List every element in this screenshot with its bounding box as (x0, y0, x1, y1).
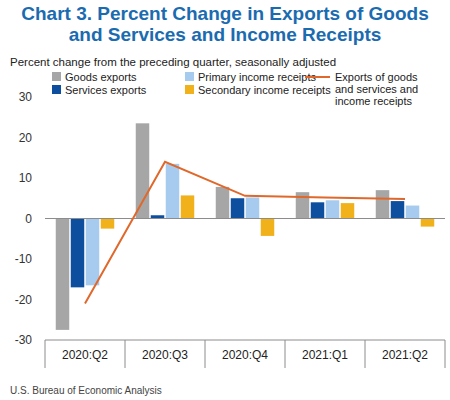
bar (101, 219, 115, 229)
category-separator (125, 340, 126, 368)
x-tick-label: 2020:Q3 (142, 348, 188, 362)
x-tick-label: 2020:Q4 (222, 348, 268, 362)
bar (341, 203, 355, 218)
y-tick-label: 20 (19, 131, 33, 145)
y-tick-label: 10 (19, 171, 33, 185)
x-axis (45, 340, 445, 341)
bar (231, 198, 245, 218)
plot-marks (56, 123, 435, 330)
legend-swatch (52, 85, 61, 94)
y-tick-label: -10 (15, 252, 33, 266)
bar (326, 200, 340, 218)
x-tick-label: 2021:Q2 (382, 348, 428, 362)
y-tick-label: -30 (15, 333, 33, 347)
bar (376, 190, 390, 218)
category-separator (365, 340, 366, 368)
chart: Chart 3. Percent Change in Exports of Go… (0, 0, 450, 400)
category-separator (285, 340, 286, 368)
legend-swatch (52, 72, 61, 81)
legend-label: Secondary income receipts (198, 84, 331, 96)
category-separator (445, 340, 446, 368)
bar (311, 202, 325, 218)
bar (261, 219, 275, 236)
x-tick-label: 2021:Q1 (302, 348, 348, 362)
subtitle: Percent change from the preceding quarte… (10, 56, 336, 68)
bar (71, 219, 85, 288)
zero-line (45, 218, 445, 219)
bar (181, 195, 195, 218)
plot-lines (85, 162, 405, 304)
bar (56, 219, 70, 330)
legend-label: Exports of goodsand services andincome r… (335, 71, 418, 107)
legend-label: Services exports (65, 84, 147, 96)
y-tick-label: 0 (25, 212, 32, 226)
legend-swatch (185, 72, 194, 81)
bar (391, 201, 405, 218)
bar (166, 164, 180, 219)
line (85, 162, 405, 304)
bar (406, 206, 420, 219)
title: Chart 3. Percent Change in Exports of Go… (21, 3, 429, 45)
x-tick-label: 2020:Q2 (62, 348, 108, 362)
category-separator (205, 340, 206, 368)
y-tick-label: -20 (15, 293, 33, 307)
bar (246, 197, 260, 218)
bar (136, 123, 150, 218)
legend-swatch (185, 85, 194, 94)
bar (216, 187, 230, 219)
legend-swatch (305, 76, 330, 78)
legend-label: Goods exports (65, 71, 137, 83)
source: U.S. Bureau of Economic Analysis (10, 385, 162, 396)
y-tick-label: 30 (19, 90, 33, 104)
legend-label: Primary income receipts (198, 71, 316, 83)
bar (86, 219, 100, 286)
bar (421, 219, 435, 227)
category-separator (45, 340, 46, 368)
